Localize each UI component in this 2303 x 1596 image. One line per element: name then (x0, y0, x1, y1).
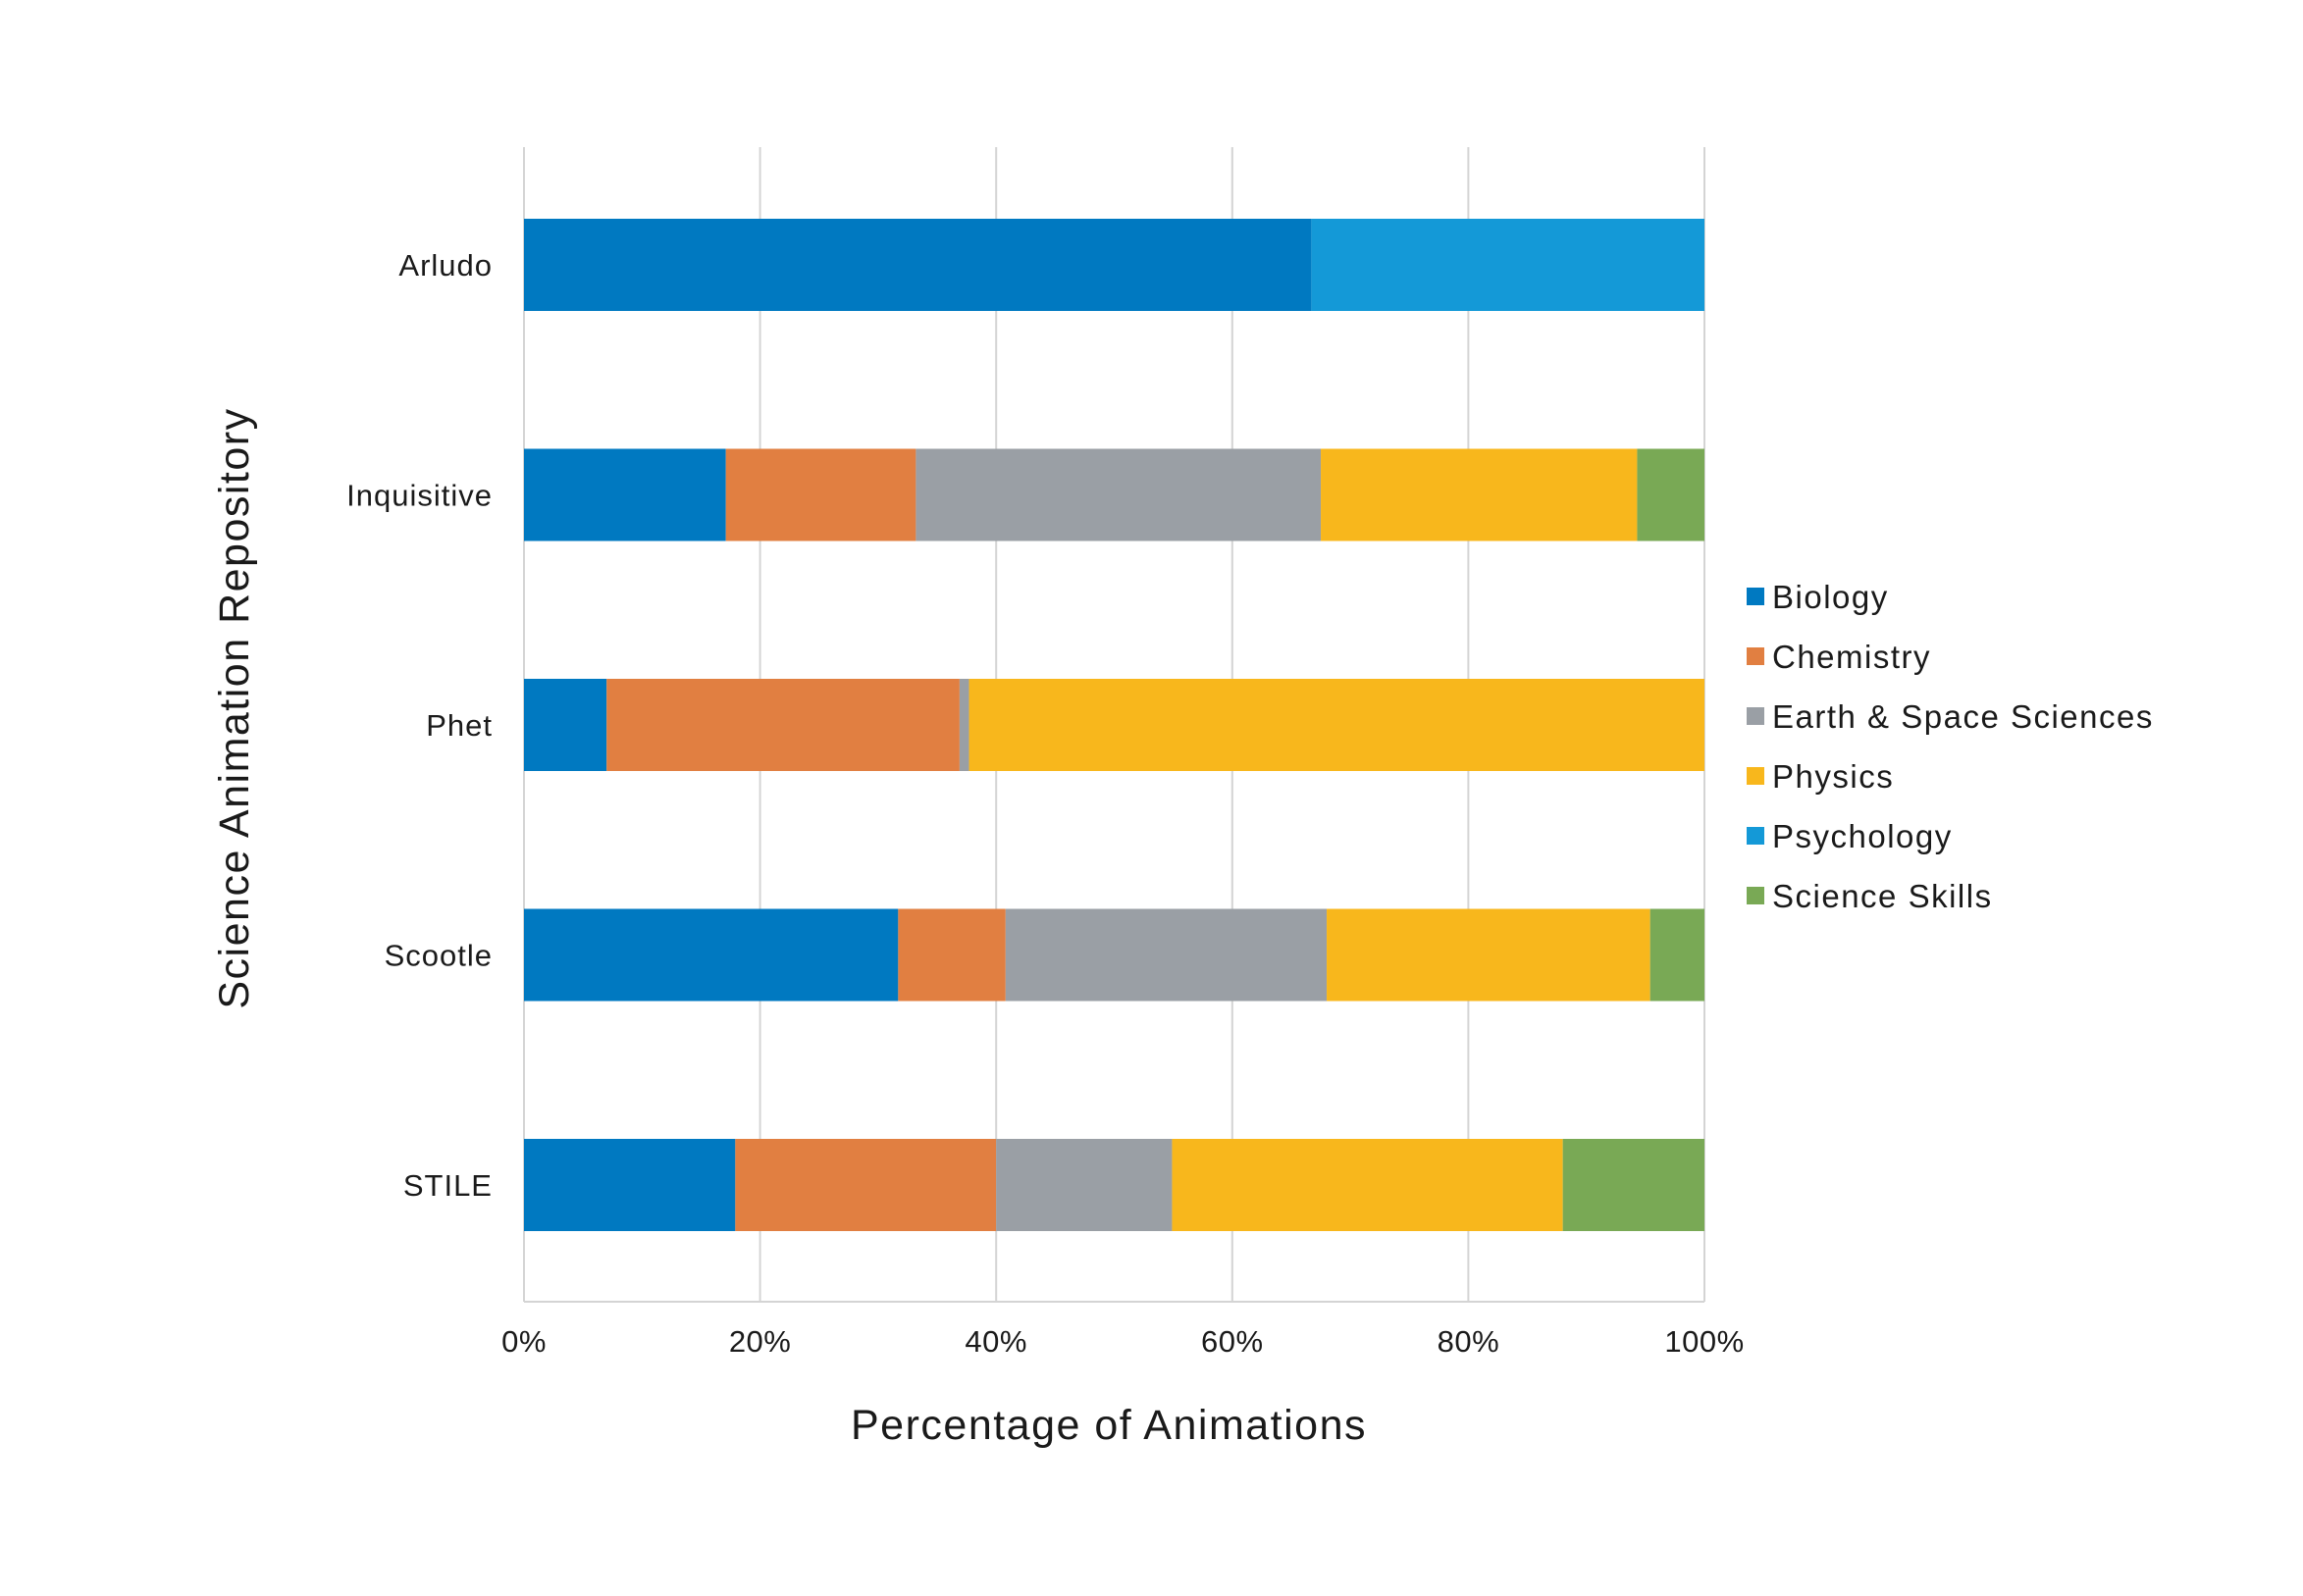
bar-phet-biology (524, 679, 607, 771)
bar-phet-earth-and-space-sciences (959, 679, 969, 771)
x-tick-label: 60% (1201, 1324, 1264, 1359)
bar-inquisitive-biology (524, 448, 726, 541)
bar-phet-chemistry (606, 679, 960, 771)
legend-swatch (1747, 588, 1764, 605)
bar-stile-physics (1172, 1139, 1563, 1231)
bar-stile-science-skills (1562, 1139, 1704, 1231)
legend-swatch (1747, 707, 1764, 725)
bar-inquisitive-chemistry (725, 448, 916, 541)
bars (524, 219, 1704, 1231)
legend-item-psychology: Psychology (1747, 818, 1953, 854)
bar-scootle-science-skills (1649, 908, 1704, 1002)
bar-arludo-psychology (1311, 219, 1704, 311)
bar-stile-biology (524, 1139, 736, 1231)
x-axis-title: Percentage of Animations (851, 1402, 1367, 1449)
bar-scootle-chemistry (898, 908, 1006, 1002)
legend: Biology Chemistry Earth & Space Sciences Ph… (1747, 579, 2154, 914)
bar-stile-earth-and-space-sciences (996, 1139, 1173, 1231)
legend-label: Chemistry (1772, 639, 1931, 675)
legend-item-chemistry: Chemistry (1747, 639, 1931, 675)
y-category-label: STILE (403, 1168, 493, 1203)
y-category-label: Arludo (398, 248, 493, 283)
legend-label: Science Skills (1772, 878, 1993, 914)
bar-inquisitive-physics (1321, 448, 1638, 541)
y-category-label: Inquisitive (346, 479, 493, 513)
legend-item-earth-and-space-sciences: Earth & Space Sciences (1747, 698, 2154, 735)
bar-scootle-biology (524, 908, 899, 1002)
legend-label: Physics (1772, 758, 1894, 795)
x-tick-label: 100% (1664, 1324, 1744, 1359)
bar-inquisitive-science-skills (1637, 448, 1704, 541)
bar-scootle-physics (1327, 908, 1650, 1002)
bar-scootle-earth-and-space-sciences (1005, 908, 1328, 1002)
axes: 0% 20% 40% 60% 80% 100% Arludo Inquisitive Phet S… (346, 248, 1744, 1359)
legend-swatch (1747, 887, 1764, 904)
x-tick-label: 40% (965, 1324, 1027, 1359)
legend-swatch (1747, 647, 1764, 665)
legend-label: Psychology (1772, 818, 1953, 854)
y-axis-title: Science Animation Repository (211, 407, 258, 1008)
bar-arludo-biology (524, 219, 1312, 311)
legend-swatch (1747, 767, 1764, 785)
legend-swatch (1747, 827, 1764, 845)
legend-item-biology: Biology (1747, 579, 1889, 615)
legend-label: Earth & Space Sciences (1772, 698, 2154, 735)
legend-item-science-skills: Science Skills (1747, 878, 1993, 914)
bar-inquisitive-earth-and-space-sciences (916, 448, 1322, 541)
y-category-label: Scootle (385, 939, 493, 973)
bar-phet-physics (968, 679, 1704, 771)
x-tick-label: 80% (1438, 1324, 1500, 1359)
x-tick-label: 0% (501, 1324, 547, 1359)
legend-item-physics: Physics (1747, 758, 1894, 795)
legend-label: Biology (1772, 579, 1889, 615)
bar-stile-chemistry (735, 1139, 997, 1231)
x-tick-label: 20% (729, 1324, 792, 1359)
y-category-label: Phet (426, 708, 493, 743)
